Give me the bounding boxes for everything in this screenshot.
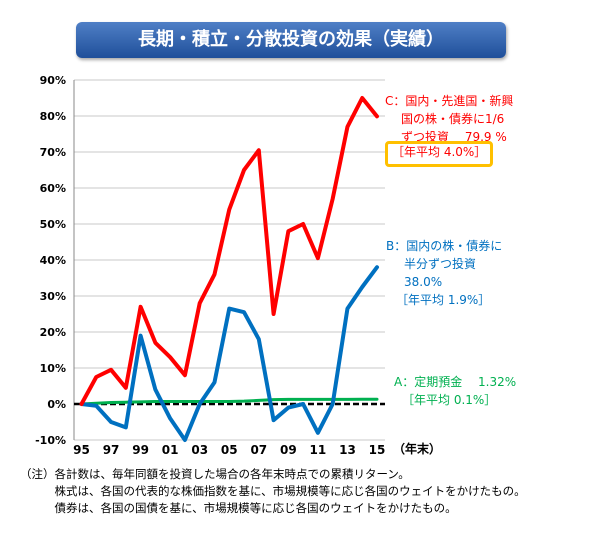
footnote-2: 株式は、各国の代表的な株価指数を基に、市場規模等に応じ各国のウェイトをかけたもの… bbox=[20, 484, 526, 498]
y-tick-label: 50% bbox=[40, 218, 66, 231]
footnote-3: 債券は、各国の国債を基に、市場規模等に応じ各国のウェイトをかけたもの。 bbox=[20, 501, 457, 515]
footnotes: （注）各計数は、毎年同額を投資した場合の各年末時点での累積リターン。 株式は、各… bbox=[20, 466, 526, 517]
y-tick-label: 0% bbox=[47, 398, 66, 411]
chart-title: 長期・積立・分散投資の効果（実績） bbox=[76, 22, 506, 58]
series-line-b bbox=[79, 265, 379, 442]
x-axis-label: （年末） bbox=[393, 442, 442, 456]
annotation-b-avg: ［年平均 1.9%］ bbox=[396, 293, 491, 307]
series-line-c bbox=[79, 96, 379, 406]
annotation-b: B：国内の株・債券に半分ずつ投資 38.0% ［年平均 1.9%］ bbox=[386, 237, 502, 309]
y-tick-label: 90% bbox=[40, 74, 66, 87]
annotation-b-line1: B：国内の株・債券に bbox=[386, 239, 503, 253]
x-tick-label: 05 bbox=[221, 443, 238, 457]
y-tick-label: 10% bbox=[40, 362, 66, 375]
annotation-a-avg: ［年平均 0.1%］ bbox=[402, 393, 497, 407]
y-tick-label: 80% bbox=[40, 110, 66, 123]
x-tick-label: 15 bbox=[369, 443, 386, 457]
y-tick-label: 30% bbox=[40, 290, 66, 303]
footnote-1: （注）各計数は、毎年同額を投資した場合の各年末時点での累積リターン。 bbox=[20, 467, 410, 481]
annotation-c-avg-box bbox=[385, 141, 493, 167]
x-tick-label: 07 bbox=[250, 443, 267, 457]
y-tick-label: -10% bbox=[35, 434, 66, 447]
x-tick-label: 09 bbox=[280, 443, 297, 457]
x-tick-label: 95 bbox=[73, 443, 90, 457]
annotation-c-line1: C：国内・先進国・新興 bbox=[385, 94, 514, 108]
y-tick-label: 20% bbox=[40, 326, 66, 339]
annotation-c-line3: ずつ投資 79.9 % bbox=[401, 130, 507, 144]
annotation-c-line2: 国の株・債券に1/6 bbox=[401, 112, 505, 126]
y-tick-label: 70% bbox=[40, 146, 66, 159]
x-tick-label: 97 bbox=[103, 443, 120, 457]
annotation-c-avg: ［年平均 4.0%］ bbox=[392, 145, 487, 159]
annotation-a-line1: A：定期預金 1.32% bbox=[394, 375, 517, 389]
annotation-b-line3: 38.0% bbox=[404, 275, 443, 289]
annotation-b-line2: 半分ずつ投資 bbox=[404, 257, 477, 271]
x-tick-label: 01 bbox=[162, 443, 179, 457]
x-tick-label: 99 bbox=[132, 443, 149, 457]
x-tick-label: 03 bbox=[191, 443, 208, 457]
x-tick-label: 11 bbox=[310, 443, 327, 457]
annotation-c: C：国内・先進国・新興国の株・債券に1/6 ずつ投資 79.9 % bbox=[385, 92, 513, 146]
x-tick-label: 13 bbox=[339, 443, 356, 457]
annotation-a: A：定期預金 1.32% ［年平均 0.1%］ bbox=[394, 373, 516, 409]
y-tick-label: 40% bbox=[40, 254, 66, 267]
y-tick-label: 60% bbox=[40, 182, 66, 195]
